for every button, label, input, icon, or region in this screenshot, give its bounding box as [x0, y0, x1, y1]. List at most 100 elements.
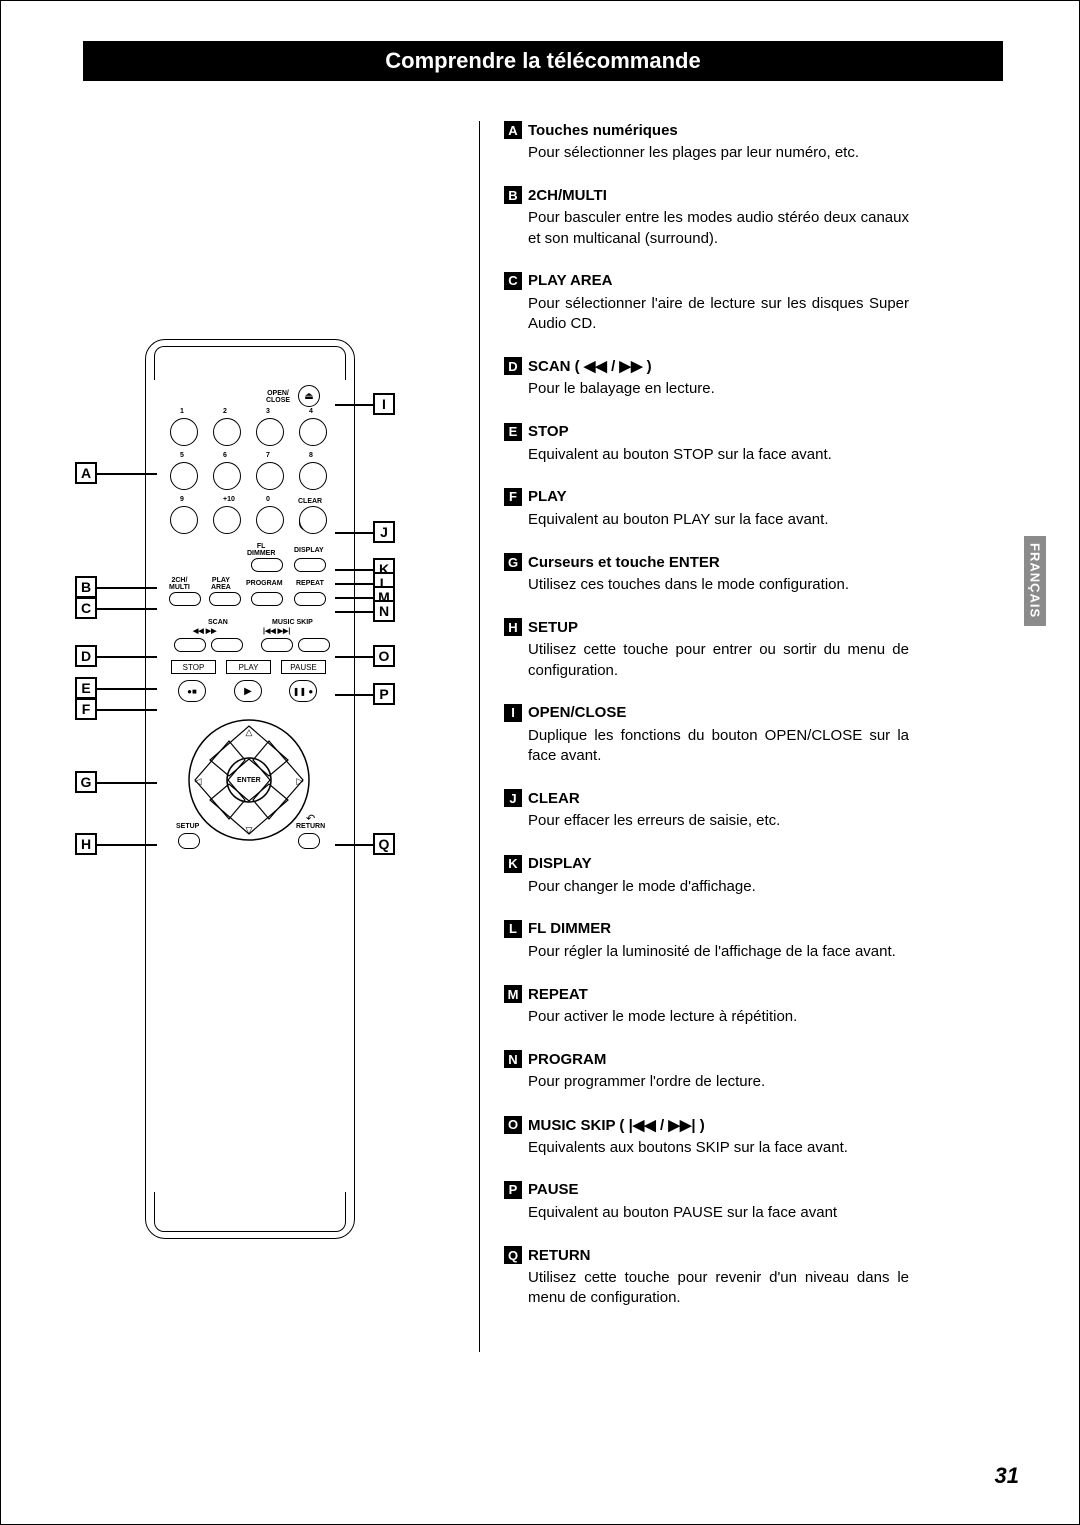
definition-description: Utilisez cette touche pour revenir d'un … — [528, 1268, 909, 1309]
definition-title: DSCAN ( ◀◀ / ▶▶ ) — [504, 357, 909, 375]
definition-title-text: SETUP — [528, 619, 578, 636]
definition-title-text: STOP — [528, 423, 569, 440]
button-pause: ❚❚ ● — [289, 680, 317, 702]
dpad: △ ▽ ◁ ▷ ENTER — [184, 715, 314, 845]
callout-line — [335, 569, 375, 571]
definition-item: QRETURNUtilisez cette touche pour reveni… — [504, 1246, 909, 1309]
box-stop: STOP — [171, 660, 216, 674]
definition-description: Pour activer le mode lecture à répétitio… — [528, 1007, 909, 1027]
callout-P: P — [373, 683, 395, 705]
label-fl-dimmer-small: FLDIMMER — [247, 543, 275, 557]
num-label: 6 — [223, 452, 227, 459]
callout-line — [335, 844, 375, 846]
label-scan: SCAN — [208, 619, 228, 626]
callout-Q: Q — [373, 833, 395, 855]
button-return — [298, 833, 320, 849]
definition-description: Equivalent au bouton PAUSE sur la face a… — [528, 1203, 909, 1223]
definition-item: ESTOPEquivalent au bouton STOP sur la fa… — [504, 423, 909, 465]
definition-title-text: PLAY AREA — [528, 272, 612, 289]
num-label: 4 — [309, 408, 313, 415]
callout-line — [97, 688, 157, 690]
language-tab: FRANÇAIS — [1024, 536, 1046, 626]
svg-text:▷: ▷ — [297, 776, 304, 786]
button-play: ▶ — [234, 680, 262, 702]
icons-music-skip: |◀◀ ▶▶| — [263, 628, 290, 635]
definition-item: I OPEN/CLOSE Duplique les fonctions du bou… — [504, 704, 909, 767]
num-label: 7 — [266, 452, 270, 459]
definition-title: ATouches numériques — [504, 121, 909, 139]
manual-page: Comprendre la télécommande FRANÇAIS 31 A… — [0, 0, 1080, 1525]
callout-line — [335, 583, 375, 585]
callout-H: H — [75, 833, 97, 855]
definition-title: KDISPLAY — [504, 855, 909, 873]
definition-title-text: MUSIC SKIP ( |◀◀ / ▶▶| ) — [528, 1116, 705, 1134]
button-play-area — [209, 592, 241, 606]
num-button — [170, 462, 198, 490]
svg-text:△: △ — [246, 727, 253, 737]
callout-C: C — [75, 597, 97, 619]
definition-title-text: Curseurs et touche ENTER — [528, 554, 720, 571]
button-scan-back — [174, 638, 206, 652]
label-setup: SETUP — [176, 823, 199, 830]
callout-D: D — [75, 645, 97, 667]
svg-text:▽: ▽ — [246, 825, 253, 835]
label-enter: ENTER — [237, 777, 261, 784]
label-program: PROGRAM — [246, 580, 283, 587]
definition-description: Pour sélectionner les plages par leur nu… — [528, 143, 909, 163]
button-repeat — [294, 592, 326, 606]
definition-title-text: RETURN — [528, 1247, 591, 1264]
callout-G: G — [75, 771, 97, 793]
letter-badge: I — [504, 704, 522, 722]
callout-line — [97, 782, 157, 784]
button-fl-dimmer — [251, 558, 283, 572]
letter-badge: K — [504, 855, 522, 873]
callout-J: J — [373, 521, 395, 543]
num-button — [256, 418, 284, 446]
definition-item: M REPEAT Pour activer le mode lecture à ré… — [504, 985, 909, 1027]
letter-badge: M — [504, 985, 522, 1003]
button-skip-back — [261, 638, 293, 652]
label-clear: CLEAR — [298, 498, 322, 505]
definition-description: Equivalents aux boutons SKIP sur la face… — [528, 1138, 909, 1158]
definition-description: Pour régler la luminosité de l'affichage… — [528, 942, 909, 962]
definition-title-text: FL DIMMER — [528, 920, 611, 937]
definition-description: Pour changer le mode d'affichage. — [528, 877, 909, 897]
definition-description: Equivalent au bouton PLAY sur la face av… — [528, 510, 909, 530]
definition-item: GCurseurs et touche ENTERUtilisez ces to… — [504, 553, 909, 595]
letter-badge: F — [504, 488, 522, 506]
definition-title: ESTOP — [504, 423, 909, 441]
definition-title: CPLAY AREA — [504, 272, 909, 290]
callout-B: B — [75, 576, 97, 598]
label-2ch: 2CH/ MULTI — [169, 577, 190, 591]
definition-title-text: PROGRAM — [528, 1051, 606, 1068]
definition-title: I OPEN/CLOSE — [504, 704, 909, 722]
button-setup — [178, 833, 200, 849]
callout-N: N — [373, 600, 395, 622]
num-label: 3 — [266, 408, 270, 415]
letter-badge: P — [504, 1181, 522, 1199]
callout-line — [97, 656, 157, 658]
num-label: +10 — [223, 496, 235, 503]
definition-item: JCLEARPour effacer les erreurs de saisie… — [504, 789, 909, 831]
label-open-close: OPEN/ CLOSE — [262, 390, 294, 404]
definition-item: LFL DIMMERPour régler la luminosité de l… — [504, 920, 909, 962]
remote-diagram: OPEN/ CLOSE ⏏ CLEAR ● FLDIMMER DISPLAY 2… — [75, 339, 405, 1289]
definition-item: NPROGRAMPour programmer l'ordre de lectu… — [504, 1050, 909, 1092]
callout-line — [97, 608, 157, 610]
definition-item: HSETUPUtilisez cette touche pour entrer … — [504, 618, 909, 681]
definition-title-text: REPEAT — [528, 986, 588, 1003]
callout-line — [97, 844, 157, 846]
callout-line — [335, 404, 375, 406]
remote-bottom-cap — [154, 1192, 346, 1232]
definition-title-text: OPEN/CLOSE — [528, 704, 626, 721]
letter-badge: O — [504, 1116, 522, 1134]
definition-title: NPROGRAM — [504, 1050, 909, 1068]
definition-description: Utilisez cette touche pour entrer ou sor… — [528, 640, 909, 681]
callout-line — [335, 611, 375, 613]
page-number: 31 — [995, 1463, 1019, 1489]
num-button — [170, 418, 198, 446]
definition-description: Duplique les fonctions du bouton OPEN/CL… — [528, 726, 909, 767]
definition-title-text: 2CH/MULTI — [528, 187, 607, 204]
callout-E: E — [75, 677, 97, 699]
callout-line — [97, 587, 157, 589]
